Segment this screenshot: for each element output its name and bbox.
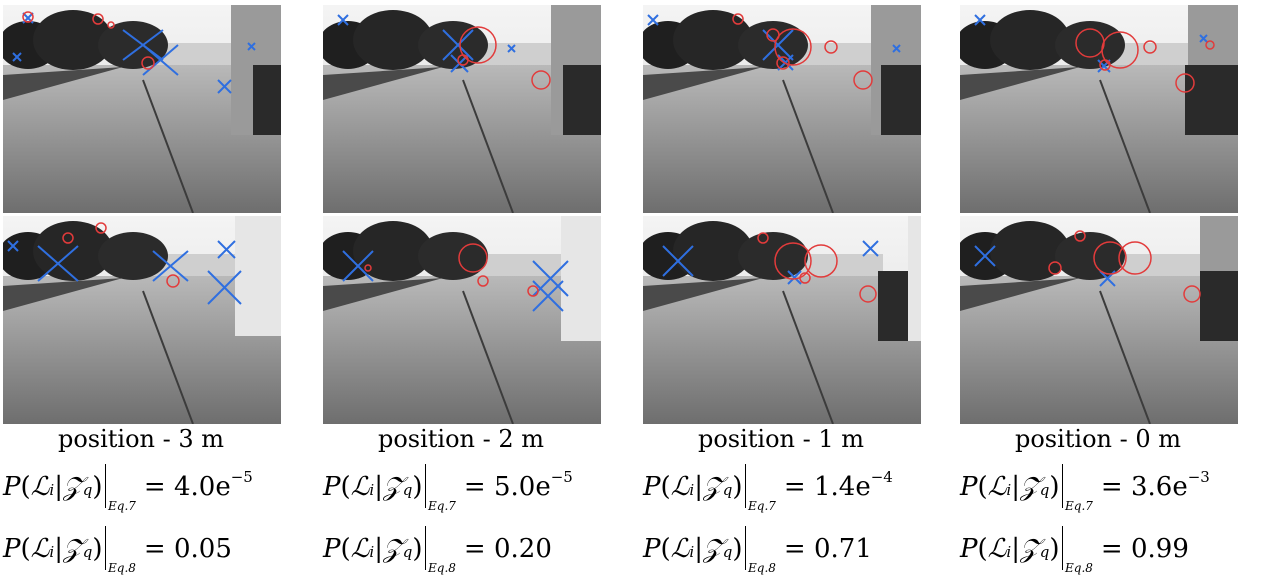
position-caption: position - 1 m — [697, 425, 865, 453]
matched-image — [643, 216, 921, 424]
position-caption: position - 2 m — [377, 425, 545, 453]
probability-eq8: P(ℒi|𝒵q)Eq.8= 0.71 — [643, 526, 943, 575]
probability-eq7: P(ℒi|𝒵q)Eq.7= 1.4e−4 — [643, 464, 943, 513]
probability-eq7: P(ℒi|𝒵q)Eq.7= 3.6e−3 — [960, 464, 1260, 513]
query-image — [643, 5, 921, 213]
panel-2m: position - 2 m P(ℒi|𝒵q)Eq.7= 5.0e−5 P(ℒi… — [320, 0, 602, 575]
query-image — [960, 5, 1238, 213]
matched-image — [960, 216, 1238, 424]
probability-eq7: P(ℒi|𝒵q)Eq.7= 4.0e−5 — [3, 464, 303, 513]
probability-eq7: P(ℒi|𝒵q)Eq.7= 5.0e−5 — [323, 464, 623, 513]
position-caption: position - 3 m — [57, 425, 225, 453]
panel-1m: position - 1 m P(ℒi|𝒵q)Eq.7= 1.4e−4 P(ℒi… — [640, 0, 922, 575]
position-caption: position - 0 m — [1014, 425, 1182, 453]
probability-eq8: P(ℒi|𝒵q)Eq.8= 0.05 — [3, 526, 303, 575]
query-image — [3, 5, 281, 213]
query-image — [323, 5, 601, 213]
matched-image — [3, 216, 281, 424]
matched-image — [323, 216, 601, 424]
probability-eq8: P(ℒi|𝒵q)Eq.8= 0.20 — [323, 526, 623, 575]
panel-0m: position - 0 m P(ℒi|𝒵q)Eq.7= 3.6e−3 P(ℒi… — [957, 0, 1239, 575]
panel-3m: position - 3 m P(ℒi|𝒵q)Eq.7= 4.0e−5 P(ℒi… — [0, 0, 282, 575]
probability-eq8: P(ℒi|𝒵q)Eq.8= 0.99 — [960, 526, 1260, 575]
